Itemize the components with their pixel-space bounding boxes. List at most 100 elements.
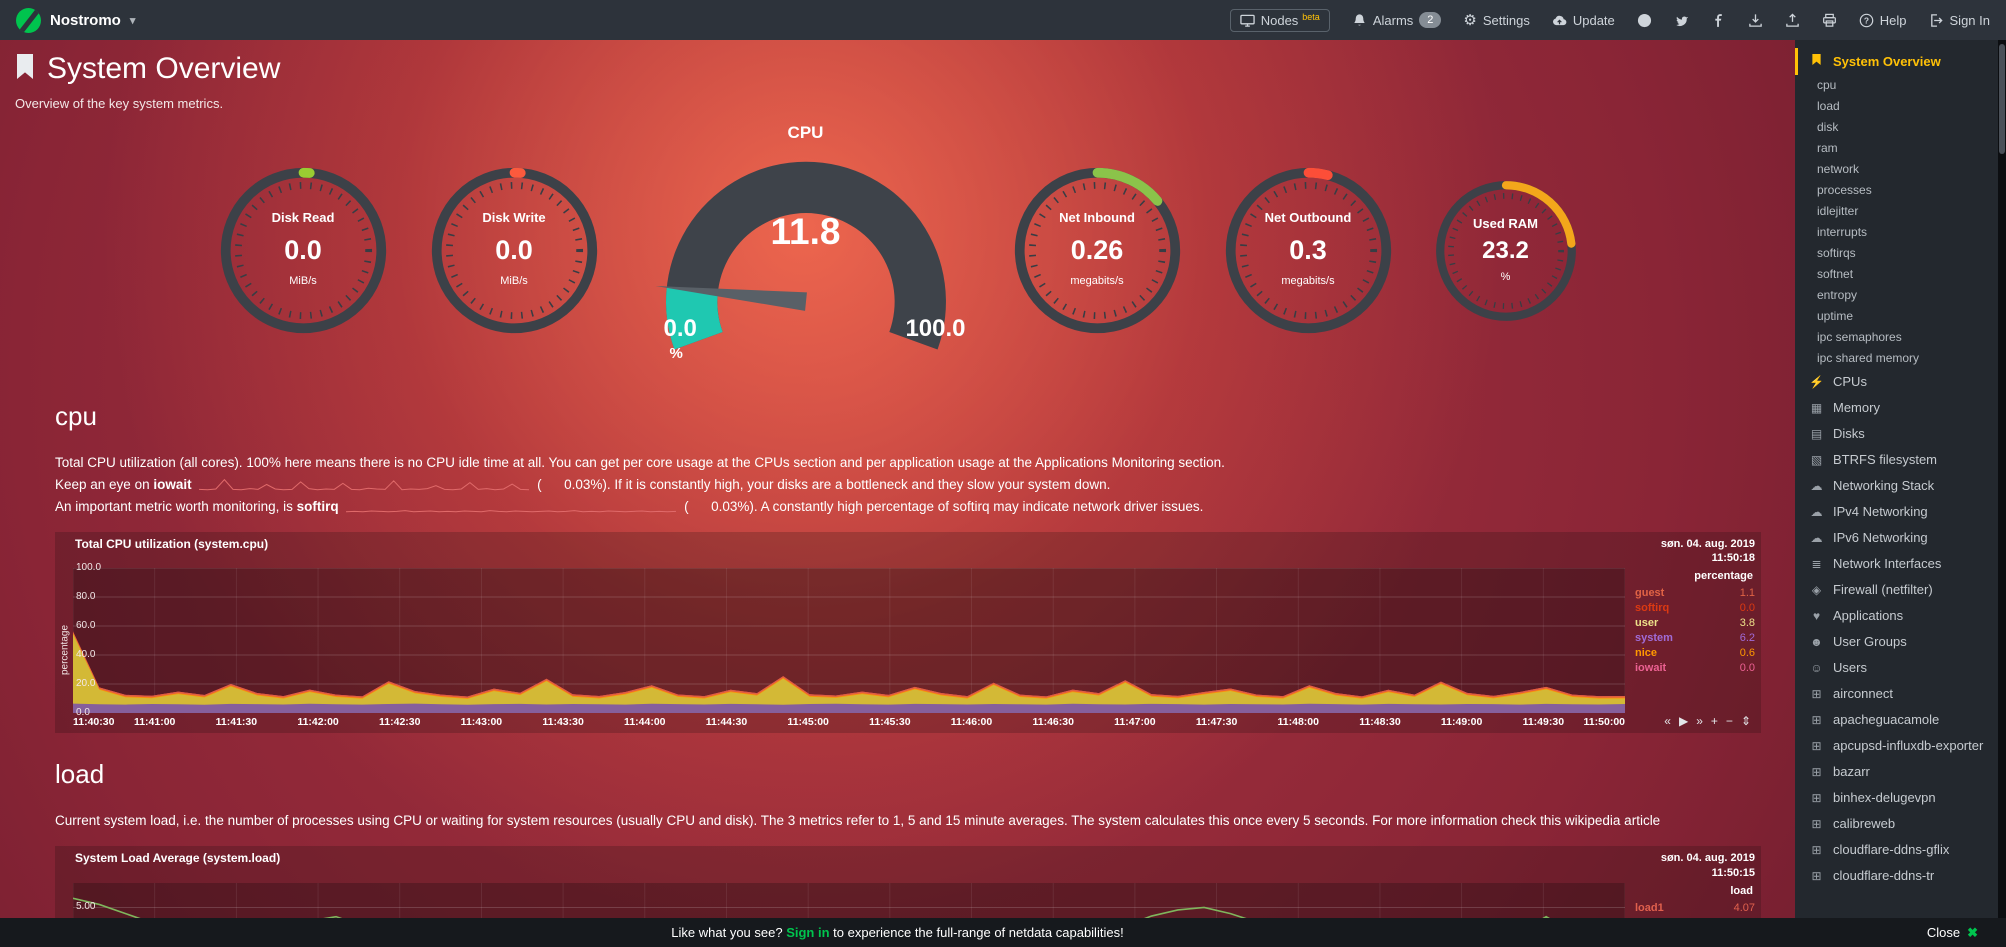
sidebar-item-network-interfaces[interactable]: ≣ Network Interfaces: [1795, 551, 1998, 577]
sidebar-subitem-ram[interactable]: ram: [1817, 141, 1838, 155]
sidebar-subitem-ipc-shared-memory[interactable]: ipc shared memory: [1817, 351, 1920, 365]
twitter-icon[interactable]: [1674, 13, 1689, 28]
gauge-value: 0.26: [1070, 234, 1124, 265]
sidebar-item-user-groups[interactable]: ☻ User Groups: [1810, 634, 1907, 649]
legend-row-softirq[interactable]: softirq 0.0: [1635, 602, 1755, 615]
sidebar-item-btrfs-filesystem[interactable]: ▧ BTRFS filesystem: [1810, 452, 1938, 467]
gauge-used-ram[interactable]: Used RAM 23.2%: [1432, 177, 1580, 325]
gauge-title: Disk Write: [482, 210, 546, 226]
cpu-description-line1: Total CPU utilization (all cores). 100% …: [55, 455, 1225, 470]
gauge-unit: MiB/s: [500, 275, 528, 287]
chart-plot-area[interactable]: 0.0 20.0 40.0 60.0 80.0 100.0: [73, 562, 1625, 718]
scrollbar-thumb[interactable]: [1999, 44, 2005, 154]
facebook-icon[interactable]: [1711, 13, 1726, 28]
gauge-net-outbound[interactable]: Net Outbound 0.3 megabits/s: [1221, 163, 1396, 338]
legend-row-load1[interactable]: load1 4.07: [1635, 901, 1755, 914]
cloud-icon: ☁: [1810, 479, 1823, 493]
sidebar-item-disks[interactable]: ▤ Disks: [1810, 426, 1865, 441]
resize-icon[interactable]: ⇕: [1740, 714, 1751, 729]
gauge-disk-read[interactable]: Disk Read 0.0 MiB/s: [216, 163, 391, 338]
cpu-description-line3: An important metric worth monitoring, is…: [55, 498, 1204, 514]
sidebar-subitem-load[interactable]: load: [1817, 99, 1840, 113]
node-selector[interactable]: Nostromo ▾: [16, 7, 136, 33]
sidebar-subitem-ipc-semaphores[interactable]: ipc semaphores: [1817, 330, 1902, 344]
cpu-gauge-arc: [665, 161, 946, 350]
sidebar-subitem-interrupts[interactable]: interrupts: [1817, 225, 1868, 239]
sidebar-subitem-entropy[interactable]: entropy: [1817, 288, 1858, 302]
gauge-net-inbound[interactable]: Net Inbound 0.26 megabits/s: [1010, 163, 1185, 338]
settings-button[interactable]: ⚙ Settings: [1463, 13, 1529, 28]
sidebar-item-users[interactable]: ☺ Users: [1810, 660, 1867, 675]
sidebar-item-applications[interactable]: ♥ Applications: [1795, 603, 1998, 629]
cpu-chart[interactable]: Total CPU utilization (system.cpu) søn. …: [55, 531, 1761, 734]
sidebar-item-firewall-netfilter[interactable]: ◈ Firewall (netfilter): [1795, 577, 1998, 603]
signin-button[interactable]: Sign In: [1929, 13, 1990, 28]
chart-xticks: 11:40:30 11:41:00 11:41:30 11:42:00 11:42:30…: [73, 716, 1625, 729]
help-button[interactable]: ? Help: [1859, 13, 1907, 28]
sidebar-subitem-uptime[interactable]: uptime: [1817, 309, 1854, 323]
grid-icon: ⊞: [1811, 687, 1822, 701]
pan-left-icon[interactable]: «: [1664, 714, 1671, 729]
pan-right-icon[interactable]: »: [1696, 714, 1703, 729]
print-icon[interactable]: [1822, 13, 1837, 28]
network-icon: ≣: [1811, 557, 1822, 571]
help-label: Help: [1879, 12, 1907, 28]
sidebar-subitem-disk[interactable]: disk: [1817, 120, 1839, 134]
sidebar-item-system-overview[interactable]: System Overview: [1795, 48, 1998, 75]
close-banner-button[interactable]: Close ✖: [1927, 925, 1978, 941]
nodes-button[interactable]: Nodes beta: [1229, 8, 1330, 32]
update-button[interactable]: Update: [1552, 13, 1615, 28]
legend-row-guest[interactable]: guest 1.1: [1635, 587, 1755, 600]
legend-row-iowait[interactable]: iowait 0.0: [1635, 662, 1755, 675]
zoom-in-icon[interactable]: +: [1710, 714, 1718, 729]
gauge-title: Used RAM: [1472, 216, 1538, 232]
sidebar-item-networking-stack[interactable]: ☁ Networking Stack: [1810, 478, 1935, 493]
signin-link[interactable]: Sign in: [786, 925, 830, 940]
github-icon[interactable]: [1637, 13, 1652, 28]
sidebar-item-binhex-delugevpn[interactable]: ⊞ binhex-delugevpn: [1795, 785, 1998, 811]
legend-row-user[interactable]: user 3.8: [1635, 617, 1755, 630]
grid-icon: ⊞: [1811, 817, 1822, 831]
user-icon: ☺: [1810, 661, 1823, 675]
download-icon[interactable]: [1748, 13, 1763, 28]
sidebar-item-apcupsd-influxdb-exporter[interactable]: ⊞ apcupsd-influxdb-exporter: [1795, 733, 1998, 759]
sidebar-subitem-idlejitter[interactable]: idlejitter: [1817, 204, 1859, 218]
gauge-disk-write[interactable]: Disk Write 0.0 MiB/s: [427, 163, 602, 338]
sidebar-item-bazarr[interactable]: ⊞ bazarr: [1795, 759, 1998, 785]
sidebar-subitem-cpu[interactable]: cpu: [1817, 78, 1837, 92]
upload-icon[interactable]: [1785, 12, 1800, 28]
sidebar-subitem-softirqs[interactable]: softirqs: [1817, 246, 1856, 260]
sidebar-subitem-processes[interactable]: processes: [1817, 183, 1872, 197]
cloud-icon: ☁: [1810, 505, 1823, 519]
sidebar-item-calibreweb[interactable]: ⊞ calibreweb: [1795, 811, 1998, 837]
sidebar-item-ipv4-networking[interactable]: ☁ IPv4 Networking: [1810, 504, 1928, 519]
page-title: System Overview: [47, 52, 281, 85]
sidebar-item-cpus[interactable]: ⚡ CPUs: [1809, 374, 1867, 389]
grid-icon: ⊞: [1811, 791, 1822, 805]
play-icon[interactable]: ▶: [1678, 714, 1689, 729]
chevron-down-icon: ▾: [129, 14, 136, 27]
sidebar-item-airconnect[interactable]: ⊞ airconnect: [1795, 681, 1998, 707]
disk-icon: ▤: [1810, 427, 1823, 441]
question-circle-icon: ?: [1859, 13, 1874, 27]
sidebar-item-apacheguacamole[interactable]: ⊞ apacheguacamole: [1795, 707, 1998, 733]
chart-time: 11:50:15: [1711, 866, 1755, 879]
load-description-line1: Current system load, i.e. the number of …: [55, 813, 1661, 829]
legend-row-nice[interactable]: nice 0.6: [1635, 647, 1755, 660]
chart-date: søn. 04. aug. 2019: [1660, 852, 1755, 865]
page-scrollbar[interactable]: [1998, 40, 2006, 947]
sidebar-item-cloudflare-ddns-tr[interactable]: ⊞ cloudflare-ddns-tr: [1795, 863, 1998, 889]
zoom-out-icon[interactable]: −: [1725, 714, 1733, 729]
shield-icon: ◈: [1811, 583, 1822, 597]
grid-icon: ⊞: [1811, 713, 1822, 727]
sidebar-subitem-network[interactable]: network: [1817, 162, 1860, 176]
grid-icon: ⊞: [1811, 869, 1822, 883]
sidebar-item-ipv6-networking[interactable]: ☁ IPv6 Networking: [1810, 530, 1928, 545]
sidebar-item-memory[interactable]: ▦ Memory: [1810, 400, 1880, 415]
cpu-gauge[interactable]: CPU 11.8 0.0 100.0 %: [638, 123, 974, 375]
cpu-description-line2: Keep an eye on iowait ( 0.03%). If it is…: [55, 476, 1111, 492]
legend-row-system[interactable]: system 6.2: [1635, 632, 1755, 645]
alarms-button[interactable]: Alarms 2: [1352, 12, 1442, 28]
sidebar-item-cloudflare-ddns-gflix[interactable]: ⊞ cloudflare-ddns-gflix: [1795, 837, 1998, 863]
sidebar-subitem-softnet[interactable]: softnet: [1817, 267, 1854, 281]
